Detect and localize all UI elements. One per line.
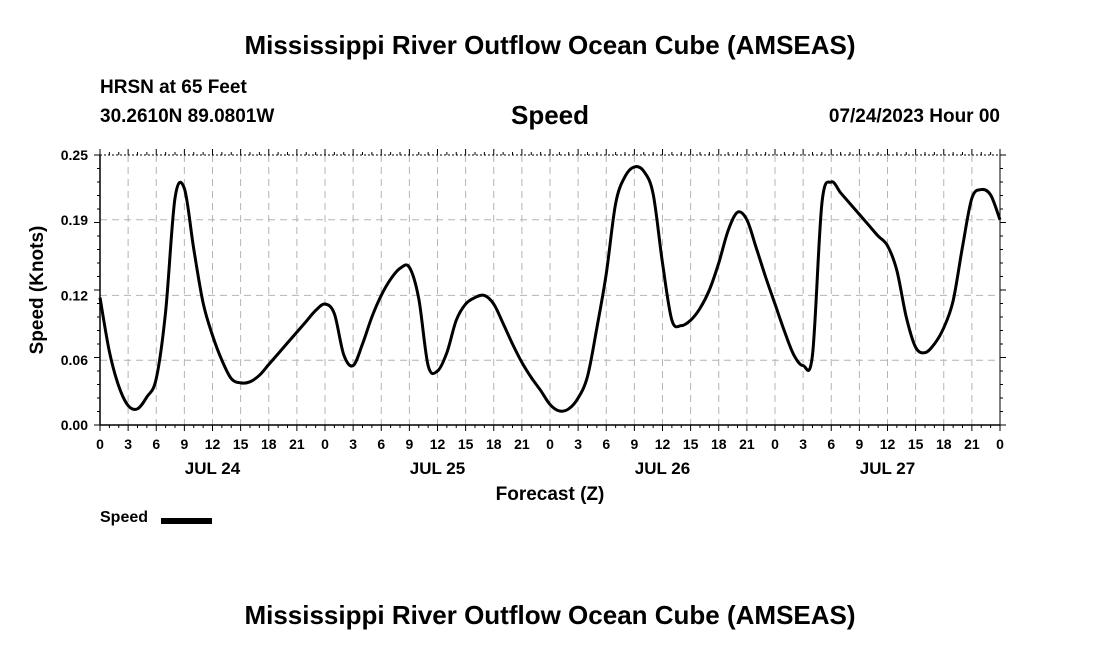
- x-tick-label: 15: [458, 436, 474, 452]
- x-tick-label: 0: [96, 436, 104, 452]
- x-tick-label: 0: [321, 436, 329, 452]
- grid-lines: [100, 155, 1000, 425]
- y-axis-title: Speed (Knots): [27, 226, 48, 355]
- x-tick-label: 15: [683, 436, 699, 452]
- speed-series-line: [98, 165, 1002, 413]
- x-tick-label: 18: [486, 436, 502, 452]
- variable-title: Speed: [510, 100, 590, 130]
- x-tick-label: 6: [827, 436, 835, 452]
- x-tick-label: 3: [124, 436, 132, 452]
- x-tick-label: 12: [880, 436, 896, 452]
- y-tick-label: 0.25: [61, 147, 88, 163]
- x-tick-label: 3: [799, 436, 807, 452]
- x-tick-label: 12: [205, 436, 221, 452]
- y-tick-label: 0.00: [61, 417, 88, 433]
- legend-label: Speed: [100, 509, 149, 526]
- x-tick-label: 21: [964, 436, 980, 452]
- x-tick-label: 0: [771, 436, 779, 452]
- x-tick-label: 6: [602, 436, 610, 452]
- x-tick-label: 6: [377, 436, 385, 452]
- x-tick-label: 9: [180, 436, 188, 452]
- x-tick-label: 21: [514, 436, 530, 452]
- x-tick-label: 12: [655, 436, 671, 452]
- legend-swatch: [161, 518, 212, 524]
- day-label: JUL 24: [185, 459, 241, 478]
- coordinates-label: 30.2610N 89.0801W: [100, 106, 275, 127]
- x-tick-label: 15: [908, 436, 924, 452]
- station-label: HRSN at 65 Feet: [100, 77, 247, 98]
- x-tick-label: 3: [574, 436, 582, 452]
- x-tick-label: 18: [261, 436, 277, 452]
- footer-title: Mississippi River Outflow Ocean Cube (AM…: [244, 600, 856, 630]
- x-axis-title: Forecast (Z): [496, 484, 605, 505]
- x-tick-label: 9: [630, 436, 638, 452]
- x-tick-label: 3: [349, 436, 357, 452]
- axis-labels: 0.00 0.06 0.12 0.19 0.25 0 3 6 9 12 15 18 21 0 3 6 9 12 15…: [27, 147, 1004, 505]
- x-tick-label: 21: [289, 436, 305, 452]
- x-tick-label: 15: [233, 436, 249, 452]
- x-tick-label: 18: [936, 436, 952, 452]
- day-label: JUL 26: [635, 459, 690, 478]
- x-tick-label: 0: [546, 436, 554, 452]
- day-label: JUL 27: [860, 459, 915, 478]
- x-tick-label: 0: [996, 436, 1004, 452]
- y-tick-label: 0.06: [61, 352, 88, 368]
- x-tick-label: 18: [711, 436, 727, 452]
- datetime-label: 07/24/2023 Hour 00: [828, 106, 1000, 127]
- y-tick-label: 0.12: [61, 287, 88, 303]
- chart-main-title: Mississippi River Outflow Ocean Cube (AM…: [244, 30, 856, 60]
- x-tick-label: 6: [152, 436, 160, 452]
- x-tick-label: 9: [405, 436, 413, 452]
- x-tick-label: 9: [855, 436, 863, 452]
- y-tick-label: 0.19: [61, 212, 88, 228]
- axis-ticks: [94, 149, 1006, 431]
- day-label: JUL 25: [410, 459, 465, 478]
- x-tick-label: 12: [430, 436, 446, 452]
- series-layer: [98, 165, 1002, 413]
- x-tick-label: 21: [739, 436, 755, 452]
